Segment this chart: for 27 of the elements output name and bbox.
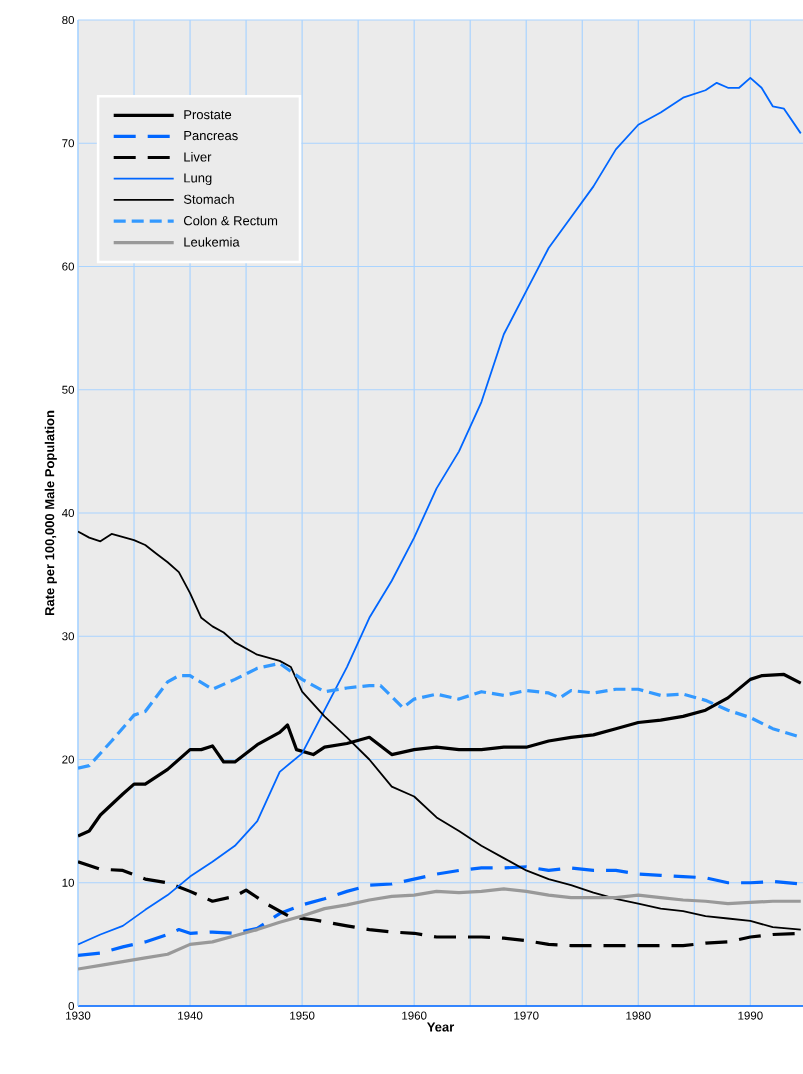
- y-tick-label: 50: [62, 385, 75, 394]
- y-tick-label: 0: [68, 1001, 75, 1011]
- x-tick-label: 1930: [66, 1011, 91, 1020]
- y-tick-label: 10: [62, 878, 75, 887]
- x-axis-title: Year: [426, 1022, 455, 1032]
- y-tick-label: 20: [62, 755, 75, 764]
- x-tick-label: 1960: [402, 1011, 427, 1020]
- x-tick-label: 1970: [514, 1011, 539, 1020]
- legend-label: Prostate: [184, 110, 232, 120]
- legend-label: Leukemia: [184, 237, 240, 247]
- y-axis-title: Rate per 100,000 Male Population: [44, 410, 57, 616]
- legend-label: Colon & Rectum: [183, 215, 278, 226]
- legend-label: Liver: [184, 152, 212, 162]
- x-tick-label: 1980: [626, 1011, 651, 1020]
- x-tick-label: 1950: [290, 1011, 315, 1020]
- legend-label: Pancreas: [184, 131, 238, 141]
- y-tick-label: 30: [62, 632, 75, 641]
- x-tick-label: 1940: [178, 1011, 203, 1020]
- line-series: [78, 530, 802, 931]
- y-tick-label: 80: [62, 15, 75, 25]
- y-tick-label: 40: [61, 508, 75, 518]
- legend-label: Stomach: [183, 194, 234, 204]
- y-tick-label: 60: [62, 262, 75, 271]
- y-tick-label: 70: [62, 139, 75, 148]
- x-tick-label: 1990: [738, 1011, 763, 1020]
- legend-label: Lung: [184, 173, 212, 186]
- line-series: [78, 77, 802, 946]
